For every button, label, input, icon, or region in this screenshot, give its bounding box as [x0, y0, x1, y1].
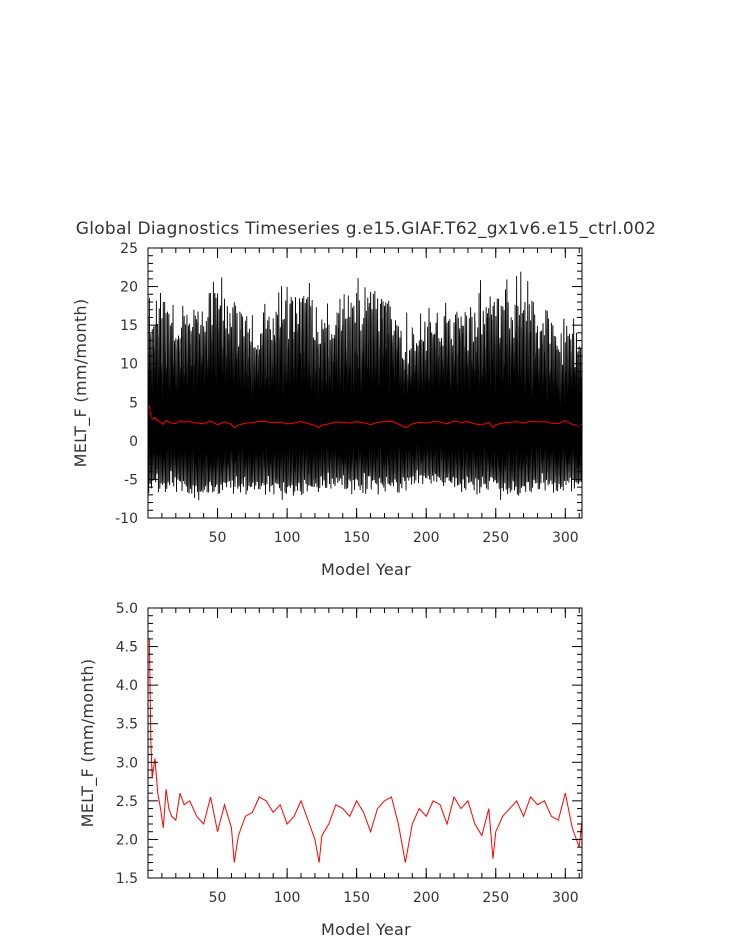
- x-tick-label: 250: [482, 890, 509, 906]
- top-axis-ticks: 50 100 150 200 250 300 -10 -5 0 5 10 15 20 25: [115, 241, 582, 546]
- chart-title: Global Diagnostics Timeseries g.e15.GIAF…: [76, 219, 657, 239]
- y-tick-label: 25: [120, 241, 138, 257]
- top-panel: Global Diagnostics Timeseries g.e15.GIAF…: [71, 219, 656, 579]
- y-tick-label: 5.0: [116, 601, 138, 617]
- x-tick-label: 50: [209, 530, 227, 546]
- y-tick-label: 3.5: [116, 717, 138, 733]
- y-tick-label: 4.5: [116, 640, 138, 656]
- x-tick-label: 300: [552, 890, 579, 906]
- top-plot-frame: [147, 247, 583, 519]
- x-tick-label: 50: [209, 890, 227, 906]
- y-tick-label: 5: [129, 395, 138, 411]
- top-y-axis-label: MELT_F (mm/month): [71, 299, 91, 468]
- x-tick-label: 150: [343, 890, 370, 906]
- x-tick-label: 250: [482, 530, 509, 546]
- annual-mean-line: [148, 405, 583, 429]
- y-tick-label: 1.5: [116, 871, 138, 887]
- y-tick-label: 20: [120, 280, 138, 296]
- bottom-axis-ticks: 50 100 150 200 250 300 1.5 2.0 2.5 3.0 3.5 4.0 4.5 5.…: [116, 601, 582, 906]
- x-tick-label: 200: [413, 890, 440, 906]
- x-tick-label: 200: [413, 530, 440, 546]
- y-tick-label: 2.5: [116, 794, 138, 810]
- top-plot-data: [147, 271, 583, 501]
- annual-mean-line: [148, 638, 583, 863]
- y-tick-label: 3.0: [116, 755, 138, 771]
- x-tick-label: 300: [552, 530, 579, 546]
- y-tick-label: 0: [129, 434, 138, 450]
- y-tick-label: -5: [124, 472, 138, 488]
- bottom-panel: 50 100 150 200 250 300 1.5 2.0 2.5 3.0 3.5 4.0 4.5 5.…: [78, 601, 583, 939]
- y-tick-label: 15: [120, 318, 138, 334]
- y-tick-label: -10: [115, 511, 138, 527]
- y-tick-label: 2.0: [116, 832, 138, 848]
- x-tick-label: 100: [274, 530, 301, 546]
- y-tick-label: 4.0: [116, 678, 138, 694]
- bottom-plot-frame: [147, 607, 583, 879]
- bottom-plot-data: [148, 638, 583, 863]
- monthly-series-line: [147, 271, 583, 501]
- bottom-x-axis-label: Model Year: [321, 920, 411, 939]
- x-tick-label: 100: [274, 890, 301, 906]
- top-x-axis-label: Model Year: [321, 560, 411, 579]
- bottom-y-axis-label: MELT_F (mm/month): [78, 659, 98, 828]
- x-tick-label: 150: [343, 530, 370, 546]
- y-tick-label: 10: [120, 357, 138, 373]
